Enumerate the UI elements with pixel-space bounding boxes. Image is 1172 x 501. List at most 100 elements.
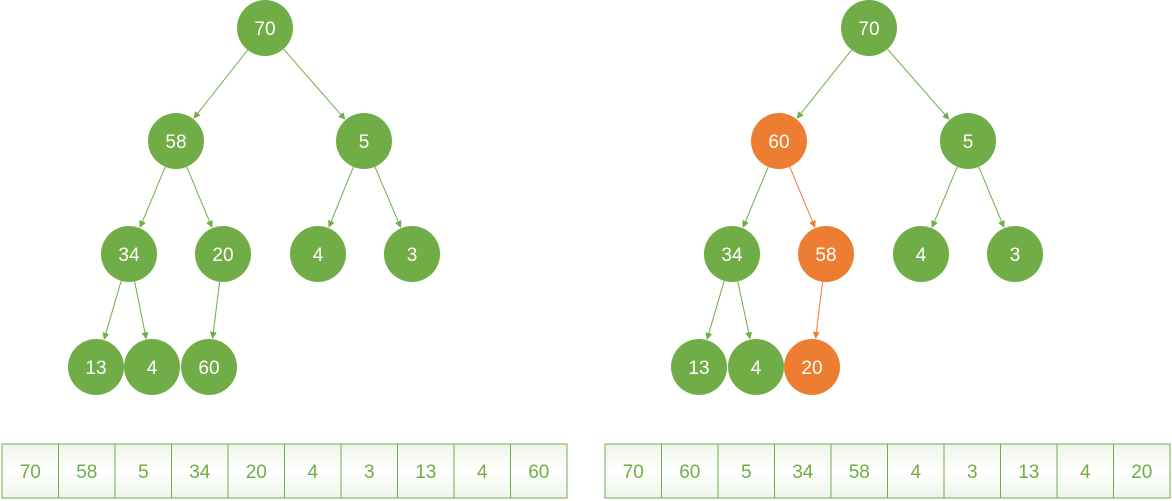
heap-after-panel: 70 60 5 34 58 4 3 13 4 20 70 60 5 34 58 4 3 13 4 20 [604, 0, 1171, 499]
node-circle [68, 339, 124, 395]
tree-node: 4 [124, 339, 180, 395]
node-value: 70 [254, 19, 275, 40]
node-value: 58 [815, 245, 836, 266]
tree-edge-swapped [812, 281, 824, 339]
node-circle [704, 226, 760, 282]
node-circle [181, 339, 237, 395]
array-cell: 5 [114, 443, 172, 499]
array-cell-value: 4 [1080, 462, 1091, 483]
array-cell: 60 [661, 443, 719, 499]
node-circle [798, 226, 854, 282]
array-cell-box [830, 443, 888, 499]
heap-before-panel: 70 58 5 34 20 4 3 13 4 60 70 58 5 34 20 4 3 13 4 60 [1, 0, 568, 499]
array-cell: 70 [1, 443, 59, 499]
array-cell-value: 70 [20, 462, 41, 483]
tree-node-swapped: 60 [751, 113, 807, 169]
array-cell-value: 70 [623, 462, 644, 483]
tree-edge [328, 166, 354, 228]
tree-edge [705, 280, 725, 340]
node-value: 20 [212, 245, 233, 266]
array-cell: 13 [1000, 443, 1058, 499]
node-value: 3 [1010, 245, 1021, 266]
node-circle [940, 113, 996, 169]
tree-node: 70 [841, 0, 897, 56]
node-circle [893, 226, 949, 282]
array-cell-box [1113, 443, 1171, 499]
node-circle [237, 0, 293, 56]
tree-edge [887, 48, 950, 120]
node-circle [784, 339, 840, 395]
array-cell: 13 [397, 443, 455, 499]
array-cell-box [774, 443, 832, 499]
tree-node: 5 [940, 113, 996, 169]
tree-node: 4 [728, 339, 784, 395]
node-circle [671, 339, 727, 395]
array-cell-value: 58 [849, 462, 870, 483]
tree-edges [102, 48, 402, 340]
array-cell-box [284, 443, 342, 499]
tree-node: 34 [101, 226, 157, 282]
tree-node: 5 [336, 113, 392, 169]
array-cell: 4 [1056, 443, 1114, 499]
array-cell-value: 13 [1018, 462, 1039, 483]
tree-edge [134, 281, 149, 340]
tree-edge [186, 166, 213, 228]
tree-edge [742, 166, 769, 228]
array-cell-box [604, 443, 662, 499]
node-value: 20 [801, 358, 822, 379]
node-circle [101, 226, 157, 282]
array-cell: 20 [227, 443, 285, 499]
array-cell-value: 20 [246, 462, 267, 483]
tree-node: 3 [384, 226, 440, 282]
heap-array: 70 58 5 34 20 4 3 13 4 60 [1, 443, 568, 499]
node-circle [728, 339, 784, 395]
array-cell-value: 3 [364, 462, 375, 483]
tree-edge [978, 166, 1005, 228]
tree-node: 70 [237, 0, 293, 56]
tree-edge [209, 281, 221, 339]
node-value: 5 [963, 132, 974, 153]
tree-edge [102, 280, 122, 340]
tree-node: 4 [290, 226, 346, 282]
array-cell-box [943, 443, 1001, 499]
tree-nodes: 70 60 5 34 58 4 3 13 4 20 [671, 0, 1043, 395]
node-value: 34 [118, 245, 140, 266]
tree-node: 13 [68, 339, 124, 395]
node-value: 4 [916, 245, 927, 266]
array-cell-box [661, 443, 719, 499]
tree-node-swapped: 58 [798, 226, 854, 282]
array-cell-value: 60 [679, 462, 700, 483]
array-cell: 58 [58, 443, 116, 499]
array-cell-box [340, 443, 398, 499]
node-circle [841, 0, 897, 56]
tree-node: 3 [987, 226, 1043, 282]
node-circle [987, 226, 1043, 282]
node-value: 5 [359, 132, 370, 153]
array-cell-value: 3 [967, 462, 978, 483]
tree-node: 4 [893, 226, 949, 282]
array-cell-box [453, 443, 511, 499]
tree-node-swapped: 20 [784, 339, 840, 395]
node-circle [751, 113, 807, 169]
tree-edge [283, 48, 346, 120]
node-value: 70 [858, 19, 879, 40]
tree-edge-swapped [789, 166, 816, 228]
array-cell-value: 5 [138, 462, 149, 483]
node-value: 58 [165, 132, 186, 153]
array-cell: 70 [604, 443, 662, 499]
node-circle [124, 339, 180, 395]
node-circle [384, 226, 440, 282]
node-value: 4 [313, 245, 324, 266]
node-circle [336, 113, 392, 169]
array-cell: 20 [1113, 443, 1171, 499]
tree-edges [705, 48, 1005, 340]
tree-node: 34 [704, 226, 760, 282]
array-cell-value: 60 [528, 462, 549, 483]
node-circle [290, 226, 346, 282]
tree-node: 13 [671, 339, 727, 395]
tree-edge [374, 166, 402, 228]
node-value: 4 [751, 358, 762, 379]
array-cell: 5 [717, 443, 775, 499]
array-cell: 60 [510, 443, 568, 499]
tree-edge [139, 166, 166, 228]
